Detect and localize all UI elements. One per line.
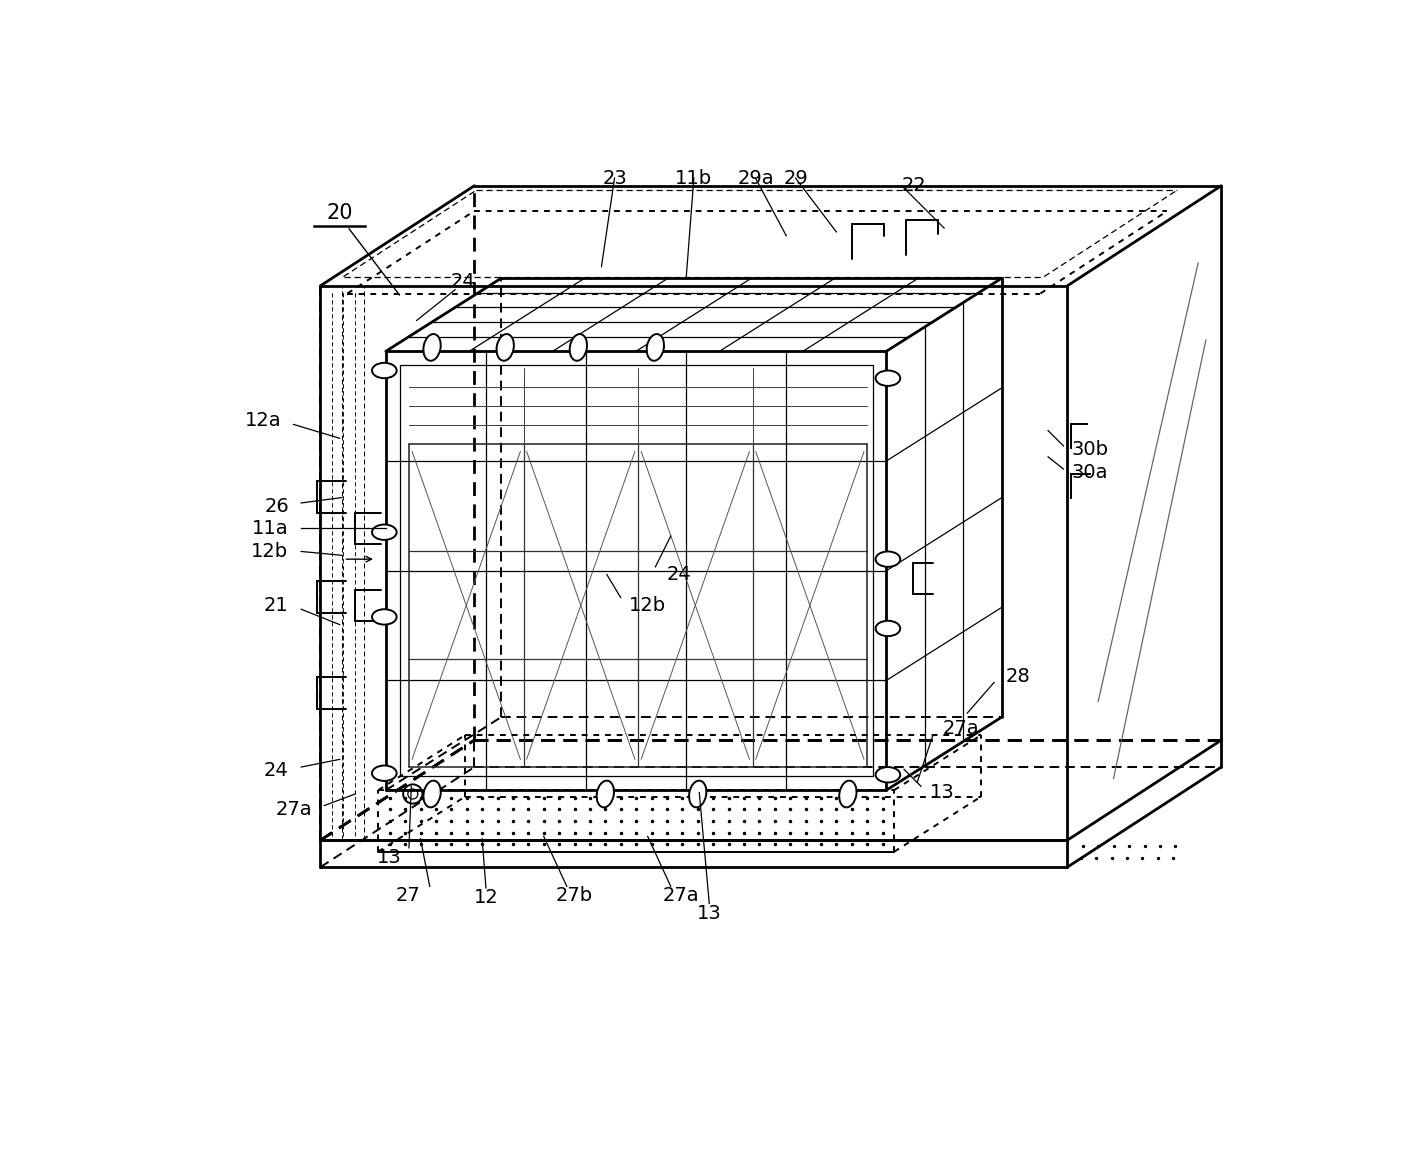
Ellipse shape <box>372 525 396 540</box>
Text: 24: 24 <box>264 761 288 781</box>
Ellipse shape <box>647 334 665 361</box>
Ellipse shape <box>876 621 900 636</box>
Text: 12b: 12b <box>251 542 288 561</box>
Text: 22: 22 <box>901 177 927 195</box>
Text: 13: 13 <box>697 904 722 922</box>
Ellipse shape <box>372 362 396 379</box>
Text: 24: 24 <box>667 565 692 584</box>
Ellipse shape <box>689 781 706 808</box>
Ellipse shape <box>372 766 396 781</box>
Ellipse shape <box>496 334 513 361</box>
Ellipse shape <box>840 781 857 808</box>
Ellipse shape <box>876 552 900 567</box>
Text: 13: 13 <box>930 783 955 802</box>
Text: 30a: 30a <box>1071 463 1108 483</box>
Ellipse shape <box>424 781 441 808</box>
Ellipse shape <box>596 781 615 808</box>
Text: 20: 20 <box>327 202 352 222</box>
Text: 11b: 11b <box>676 168 713 187</box>
Text: 24: 24 <box>451 272 475 291</box>
Text: 27a: 27a <box>943 719 980 738</box>
Text: 12a: 12a <box>245 411 282 430</box>
Text: 11a: 11a <box>251 519 288 538</box>
Text: 27: 27 <box>396 886 421 905</box>
Text: 12: 12 <box>473 887 498 907</box>
Text: 27b: 27b <box>556 886 593 905</box>
Ellipse shape <box>876 371 900 386</box>
Text: 27a: 27a <box>277 800 312 819</box>
Text: 27a: 27a <box>663 886 699 905</box>
Text: 13: 13 <box>376 848 401 866</box>
Text: 12b: 12b <box>629 596 666 615</box>
Ellipse shape <box>424 334 441 361</box>
Text: 29a: 29a <box>737 168 774 187</box>
Ellipse shape <box>372 609 396 624</box>
Text: 23: 23 <box>602 168 627 187</box>
Text: 28: 28 <box>1005 667 1031 686</box>
Text: 26: 26 <box>265 497 289 517</box>
Text: 29: 29 <box>783 168 809 187</box>
Ellipse shape <box>876 767 900 782</box>
Text: 21: 21 <box>264 596 288 615</box>
Ellipse shape <box>570 334 588 361</box>
Text: 30b: 30b <box>1071 441 1108 459</box>
